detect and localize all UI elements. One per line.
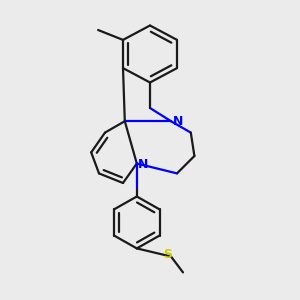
Text: S: S <box>164 248 172 262</box>
Text: N: N <box>173 115 184 128</box>
Text: N: N <box>138 158 148 171</box>
